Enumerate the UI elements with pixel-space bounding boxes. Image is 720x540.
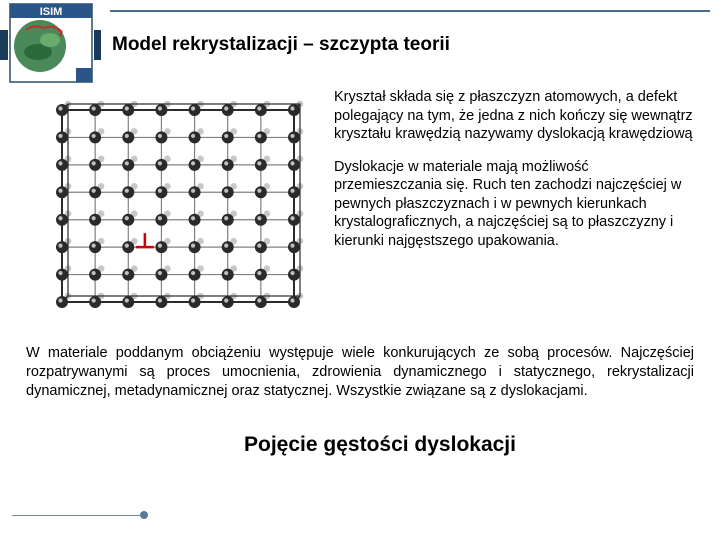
header-rule: [110, 10, 710, 12]
svg-text:ISIM: ISIM: [40, 6, 63, 18]
isim-logo: ISIM: [8, 2, 94, 84]
footer-rule: [12, 515, 142, 517]
top-section: Kryształ składa się z płaszczyzn atomowy…: [20, 86, 700, 326]
slide-header: ISIM Model rekrystalizacji – szczypta te…: [0, 0, 720, 60]
slide-content: Kryształ składa się z płaszczyzn atomowy…: [0, 86, 720, 457]
paragraph-1: Kryształ składa się z płaszczyzn atomowy…: [334, 88, 696, 144]
footer-heading: Pojęcie gęstości dyslokacji: [60, 433, 700, 457]
paragraph-2: Dyslokacje w materiale mają możliwość pr…: [334, 158, 696, 251]
text-column: Kryształ składa się z płaszczyzn atomowy…: [334, 86, 700, 326]
paragraph-3: W materiale poddanym obciążeniu występuj…: [26, 344, 694, 401]
title-bar: Model rekrystalizacji – szczypta teorii: [0, 30, 720, 60]
crystal-lattice-diagram: [38, 86, 318, 326]
footer-dot-icon: [140, 511, 148, 519]
slide-title: Model rekrystalizacji – szczypta teorii: [112, 34, 450, 56]
